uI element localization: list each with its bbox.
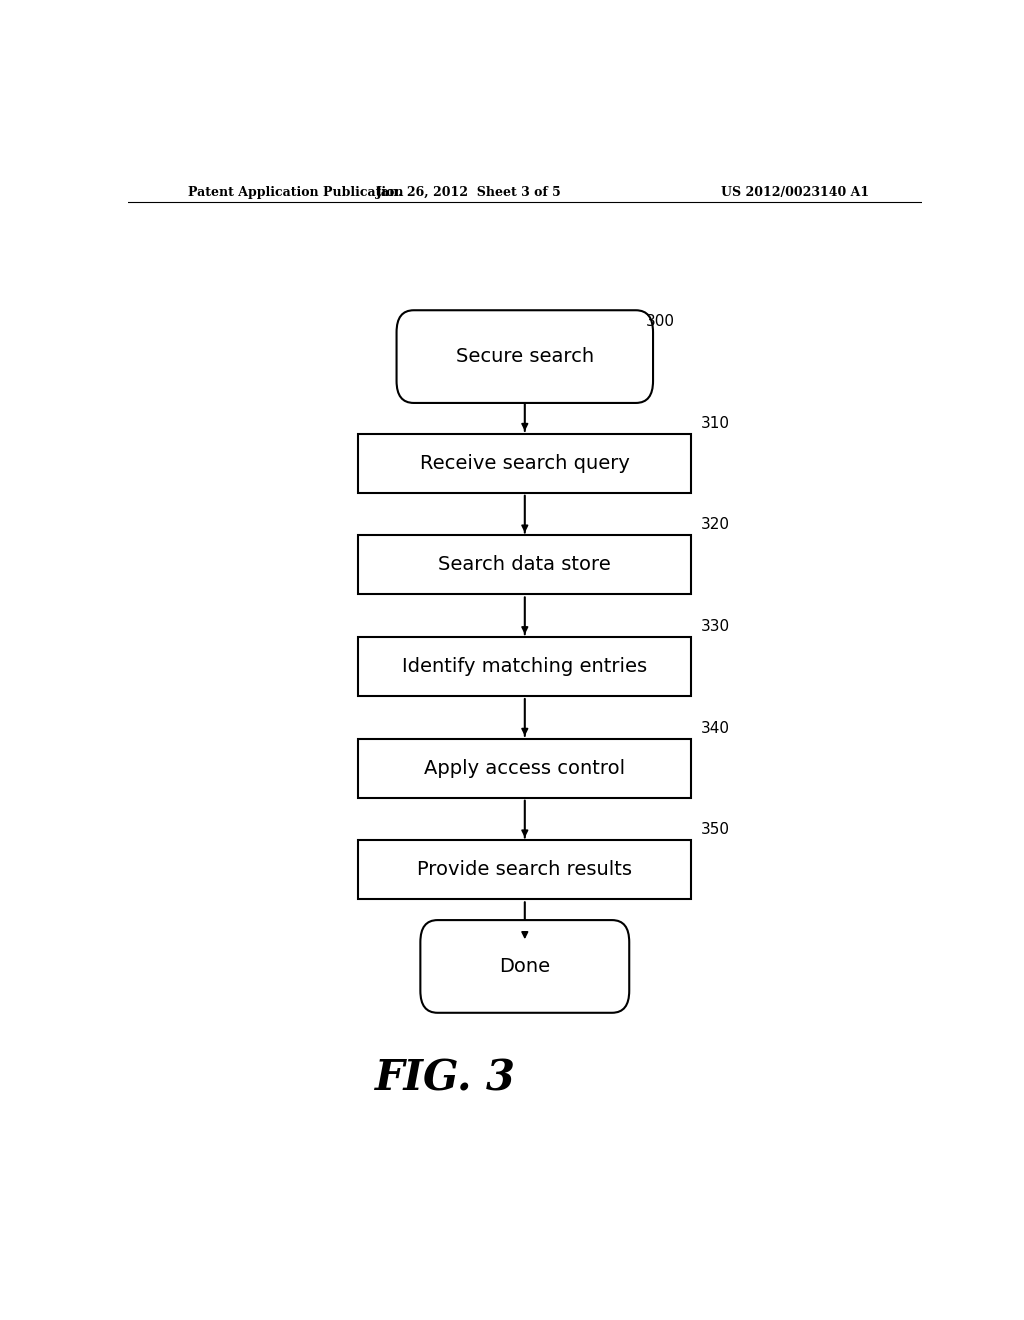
Text: 320: 320	[701, 517, 730, 532]
Text: Provide search results: Provide search results	[418, 861, 632, 879]
Text: 330: 330	[701, 619, 730, 634]
Text: FIG. 3: FIG. 3	[375, 1057, 516, 1100]
Text: 300: 300	[645, 314, 675, 329]
Text: Patent Application Publication: Patent Application Publication	[187, 186, 403, 199]
Text: 340: 340	[701, 721, 730, 735]
FancyBboxPatch shape	[421, 920, 629, 1012]
Bar	[358, 739, 691, 797]
FancyBboxPatch shape	[396, 310, 653, 403]
Text: Identify matching entries: Identify matching entries	[402, 657, 647, 676]
Bar	[358, 434, 691, 492]
Text: Secure search: Secure search	[456, 347, 594, 366]
Text: 310: 310	[701, 416, 730, 430]
Bar	[358, 536, 691, 594]
Text: Apply access control: Apply access control	[424, 759, 626, 777]
Text: Receive search query: Receive search query	[420, 454, 630, 473]
Text: 350: 350	[701, 822, 730, 837]
Text: Done: Done	[500, 957, 550, 975]
Text: Search data store: Search data store	[438, 556, 611, 574]
Text: Jan. 26, 2012  Sheet 3 of 5: Jan. 26, 2012 Sheet 3 of 5	[377, 186, 562, 199]
Bar	[358, 841, 691, 899]
Text: US 2012/0023140 A1: US 2012/0023140 A1	[721, 186, 868, 199]
Bar	[358, 638, 691, 696]
